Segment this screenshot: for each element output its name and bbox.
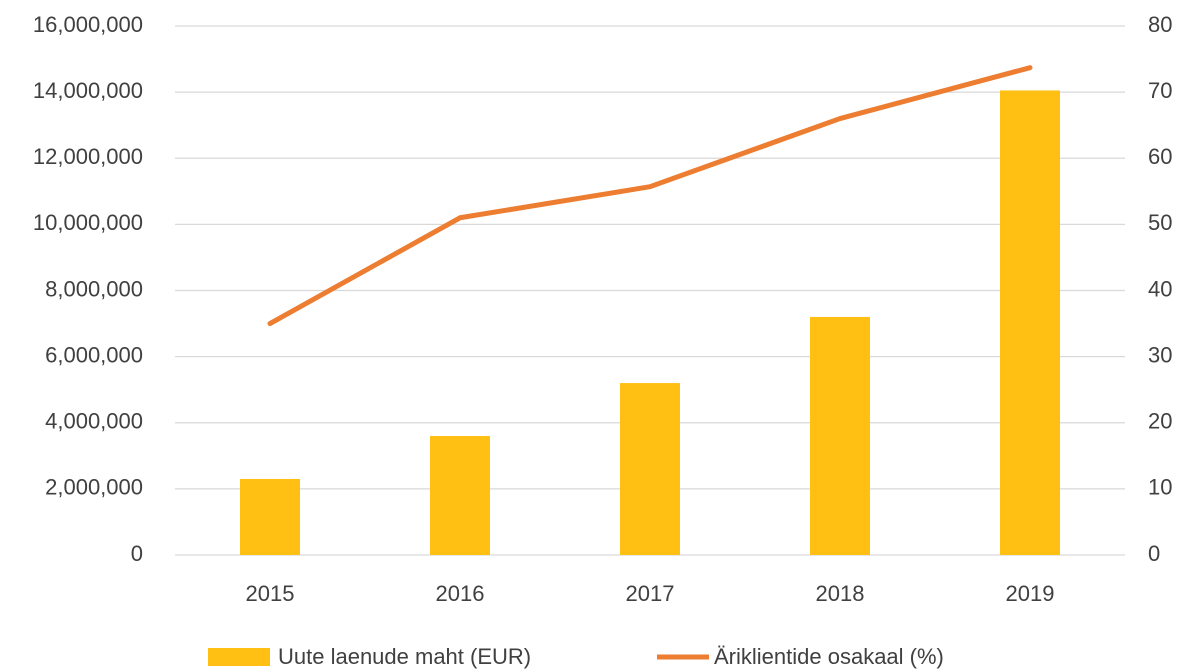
y-tick-label: 12,000,000 [33, 144, 143, 169]
line [267, 65, 1033, 327]
bar [430, 435, 490, 555]
y-tick-label: 10,000,000 [33, 210, 143, 235]
y-tick-label: 2,000,000 [45, 475, 143, 500]
bar [810, 316, 870, 555]
x-tick-label: 2016 [436, 581, 485, 606]
x-tick-label: 2018 [816, 581, 865, 606]
y2-tick-label: 0 [1148, 541, 1160, 566]
x-tick-label: 2017 [626, 581, 675, 606]
y2-tick-label: 10 [1148, 475, 1172, 500]
y-tick-label: 0 [131, 541, 143, 566]
y2-tick-label: 20 [1148, 409, 1172, 434]
y-tick-label: 4,000,000 [45, 409, 143, 434]
y2-tick-label: 30 [1148, 342, 1172, 367]
y2-tick-label: 60 [1148, 144, 1172, 169]
bar [620, 383, 680, 555]
bar [1000, 90, 1060, 556]
y-tick-label: 8,000,000 [45, 276, 143, 301]
y2-tick-label: 70 [1148, 78, 1172, 103]
x-tick-label: 2015 [246, 581, 295, 606]
legend-swatch [208, 648, 270, 666]
y-tick-label: 16,000,000 [33, 12, 143, 37]
y2-tick-label: 80 [1148, 12, 1172, 37]
bar [240, 478, 300, 555]
x-tick-label: 2019 [1006, 581, 1055, 606]
y2-tick-label: 50 [1148, 210, 1172, 235]
y-tick-label: 6,000,000 [45, 342, 143, 367]
legend-label: Uute laenude maht (EUR) [278, 644, 531, 669]
y-tick-label: 14,000,000 [33, 78, 143, 103]
legend-label: Äriklientide osakaal (%) [714, 644, 944, 669]
y2-tick-label: 40 [1148, 276, 1172, 301]
